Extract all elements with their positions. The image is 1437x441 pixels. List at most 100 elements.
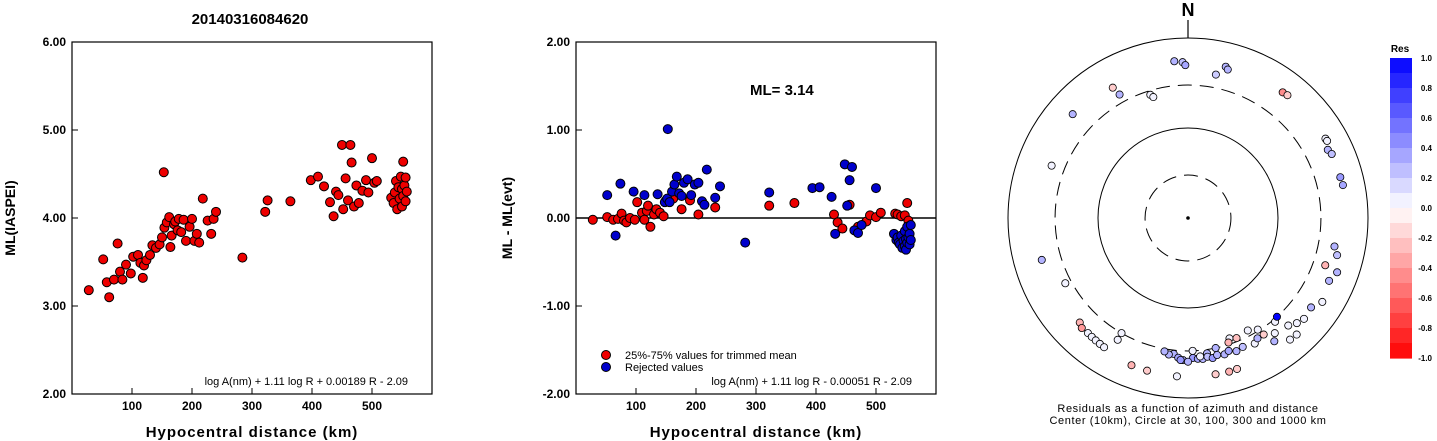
station-point [104, 292, 115, 303]
azimuth-station-point [1327, 150, 1336, 159]
station-point [158, 167, 169, 178]
station-point [837, 223, 848, 234]
colorbar-swatch [1390, 133, 1412, 149]
legend-marker-trimmed [601, 350, 611, 360]
rejected-station-point [764, 187, 775, 198]
rejected-station-point [871, 183, 881, 194]
page-title: 20140316084620 [192, 11, 309, 28]
azimuth-station-point [1127, 361, 1136, 370]
azimuth-station-point [1286, 335, 1295, 344]
station-point [361, 175, 371, 186]
colorbar-tick-label: -0.8 [1418, 324, 1432, 333]
station-point [197, 193, 208, 204]
colorbar: Res 1.0 0.8 0.6 0.4 0.2 0.0 -0.2 -0.4 -0.6 -0.8 -1… [1390, 44, 1433, 363]
azimuth-station-point [1272, 312, 1281, 321]
rejected-station-point [715, 181, 725, 192]
distance-ring [1054, 84, 1322, 352]
rejected-station-point [847, 161, 857, 172]
colorbar-swatch [1390, 313, 1412, 329]
station-point [285, 196, 296, 207]
station-point [83, 285, 94, 296]
station-point [902, 198, 913, 209]
station-point [313, 171, 323, 182]
azimuth-station-point [1225, 367, 1234, 376]
azimuth-station-point [1323, 136, 1332, 145]
azimuth-station-point [1108, 83, 1117, 92]
azimuth-station-point [1160, 347, 1169, 356]
colorbar-tick-label: 0.0 [1421, 204, 1433, 213]
station-point [112, 238, 123, 249]
legend-marker-rejected [601, 362, 611, 372]
colorbar-title: Res [1391, 44, 1410, 55]
colorbar-swatch [1390, 223, 1412, 239]
station-point [165, 242, 176, 253]
station-point [632, 197, 643, 208]
azimuth-station-point [1211, 370, 1220, 379]
azimuth-station-point [1232, 347, 1241, 356]
residual-vs-distance-chart: 100 200 300 400 500 -2.00 -1.00 0.00 1.00 2.00 ML… [499, 35, 937, 441]
azimuth-station-point [1213, 351, 1222, 360]
y-axis-label: ML(IASPEI) [2, 180, 18, 255]
station-point [325, 197, 335, 208]
rejected-station-point [905, 220, 916, 231]
station-point [187, 213, 197, 224]
station-point [645, 221, 656, 232]
azimuth-station-point [1211, 344, 1220, 353]
azimuth-station-point [1068, 110, 1077, 119]
residual-formula: log A(nm) + 1.11 log R - 0.00051 R - 2.0… [711, 376, 912, 388]
rejected-station-point [814, 182, 825, 193]
station-point [333, 190, 344, 201]
rejected-station-point [628, 186, 639, 197]
colorbar-swatch [1390, 343, 1412, 359]
azimuth-station-point [1336, 173, 1345, 182]
y-tick-label: 6.00 [43, 35, 67, 49]
rejected-station-point [664, 197, 675, 208]
station-point [587, 214, 598, 225]
station-point [262, 195, 273, 206]
rejected-station-point [842, 200, 853, 211]
azimuth-station-point [1100, 343, 1109, 352]
station-point [117, 274, 128, 285]
rejected-station-point [682, 174, 693, 185]
station-point [338, 204, 349, 215]
station-point [157, 232, 167, 243]
station-point [206, 228, 217, 239]
rejected-station-point [652, 189, 663, 200]
y-tick-label: 0.00 [547, 211, 571, 225]
rejected-station-point [693, 177, 704, 188]
station-point [643, 200, 653, 211]
station-point [176, 227, 187, 238]
x-axis-label: Hypocentral distance (km) [146, 424, 359, 441]
azimuth-station-point [1181, 61, 1190, 70]
azimuth-station-point [1143, 366, 1152, 375]
station-point [121, 259, 131, 270]
magnitude-vs-distance-chart: 100 200 300 400 500 2.00 3.00 4.00 5.00 6.00 Hypo… [2, 35, 433, 441]
rejected-station-point [699, 199, 710, 210]
station-point [345, 139, 356, 150]
colorbar-tick-label: -0.4 [1418, 264, 1432, 273]
station-point [98, 254, 109, 265]
station-point [145, 249, 155, 260]
station-point [337, 139, 347, 150]
azimuth-station-point [1176, 355, 1185, 364]
azimuth-station-point [1259, 330, 1268, 339]
rejected-station-point [610, 230, 621, 241]
azimuth-station-point [1149, 93, 1158, 102]
colorbar-swatch [1390, 253, 1412, 269]
colorbar-tick-label: 0.6 [1421, 114, 1433, 123]
station-point [400, 196, 411, 207]
station-point [353, 198, 364, 209]
rejected-station-point [686, 190, 697, 201]
azimuth-station-point [1037, 255, 1046, 264]
azimuth-station-point [1184, 357, 1193, 366]
azimuth-station-point [1232, 334, 1241, 343]
station-point [191, 228, 202, 239]
colorbar-swatch [1390, 193, 1412, 209]
distance-ring [1007, 37, 1369, 399]
azimuth-station-point [1253, 325, 1262, 334]
caption-line-2: Center (10km), Circle at 30, 100, 300 an… [1049, 415, 1326, 427]
azimuth-station-point [1330, 242, 1339, 251]
azimuth-station-point [1270, 337, 1279, 346]
x-tick-label: 100 [122, 399, 142, 413]
colorbar-tick-label: 0.4 [1421, 144, 1433, 153]
